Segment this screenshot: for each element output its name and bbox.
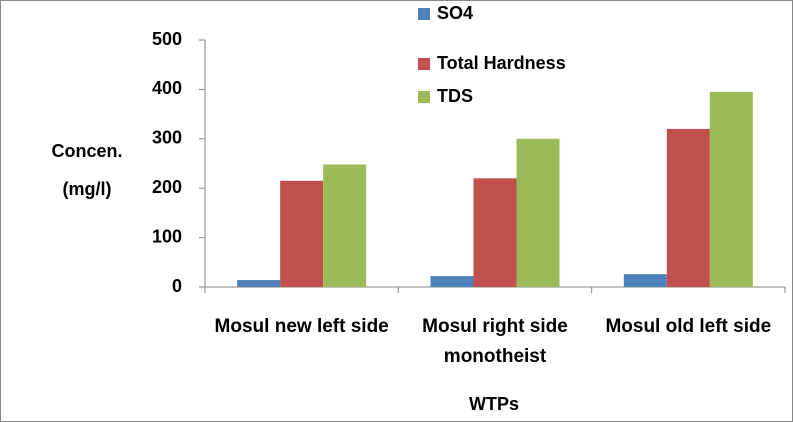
legend-label: TDS: [437, 86, 473, 106]
y-tick-label: 300: [152, 128, 182, 148]
bar: [323, 164, 367, 287]
bar: [237, 280, 281, 287]
legend-label: Total Hardness: [437, 53, 566, 73]
bar: [709, 91, 753, 288]
y-tick-label: 0: [172, 276, 182, 296]
legend-swatch: [418, 91, 430, 103]
legend-swatch: [418, 58, 430, 70]
y-tick-label: 500: [152, 29, 182, 49]
x-tick-label: Mosul right side monotheist: [422, 316, 568, 367]
bar: [473, 178, 517, 287]
x-axis-label: WTPs: [469, 394, 519, 414]
legend-swatch: [418, 8, 430, 20]
bar: [623, 274, 667, 287]
y-tick-label: 400: [152, 78, 182, 98]
x-tick-label: Mosul old left side: [605, 316, 772, 337]
bar: [280, 180, 324, 287]
bar: [430, 276, 474, 287]
legend-label: SO4: [437, 3, 473, 23]
bar: [666, 128, 710, 287]
y-axis-label: Concen.: [51, 141, 122, 161]
y-tick-label: 100: [152, 226, 182, 246]
bar: [516, 138, 560, 287]
x-tick-label: Mosul new left side: [214, 316, 389, 337]
y-tick-label: 200: [152, 177, 182, 197]
y-axis-label: (mg/l): [63, 179, 112, 199]
